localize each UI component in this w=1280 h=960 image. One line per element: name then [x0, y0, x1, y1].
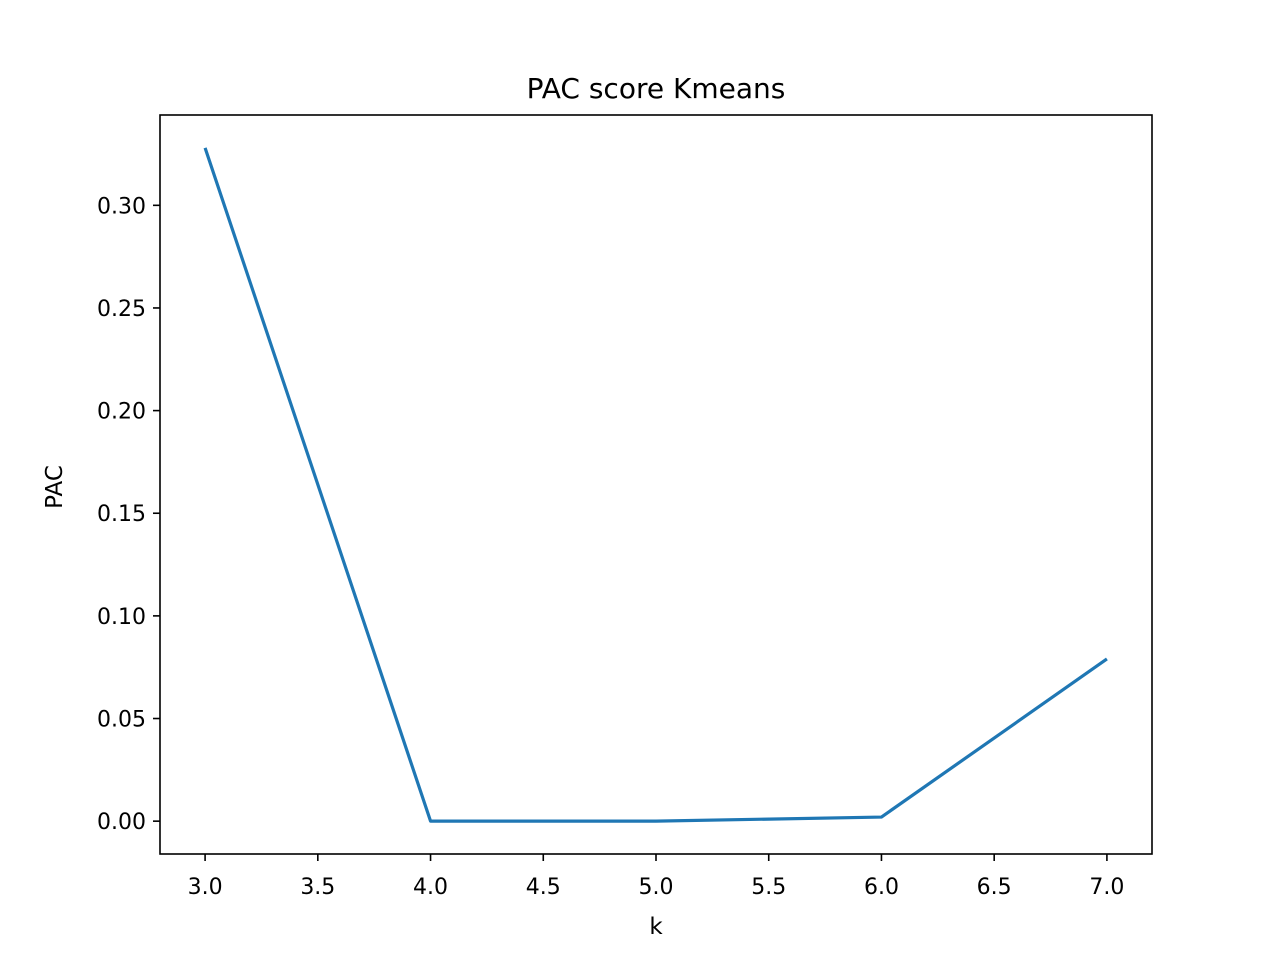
- y-tick-label-3: 0.15: [97, 502, 146, 527]
- y-axis-label: PAC: [42, 465, 68, 509]
- x-tick-label-8: 7.0: [1089, 875, 1124, 900]
- plot-area: [203, 147, 1108, 823]
- y-tick-label-1: 0.05: [97, 708, 146, 733]
- y-tick-label-6: 0.30: [97, 194, 146, 219]
- chart-title: PAC score Kmeans: [527, 72, 786, 105]
- x-tick-label-2: 4.0: [413, 875, 448, 900]
- x-tick-label-1: 3.5: [300, 875, 335, 900]
- x-tick-label-7: 6.5: [977, 875, 1012, 900]
- series-line-0: [203, 147, 1108, 823]
- y-tick-label-5: 0.25: [97, 297, 146, 322]
- x-tick-label-0: 3.0: [188, 875, 223, 900]
- x-axis-label: k: [649, 914, 663, 940]
- x-tick-label-6: 6.0: [864, 875, 899, 900]
- y-tick-label-0: 0.00: [97, 810, 146, 835]
- x-tick-label-4: 5.0: [639, 875, 674, 900]
- x-tick-label-3: 4.5: [526, 875, 561, 900]
- x-axis: 3.0 3.5 4.0 4.5 5.0 5.5 6.0 6.5 7.0: [188, 854, 1124, 900]
- y-axis: 0.00 0.05 0.10 0.15 0.20 0.25 0.30: [97, 194, 160, 835]
- y-tick-label-2: 0.10: [97, 605, 146, 630]
- y-tick-label-4: 0.20: [97, 400, 146, 425]
- x-tick-label-5: 5.5: [751, 875, 786, 900]
